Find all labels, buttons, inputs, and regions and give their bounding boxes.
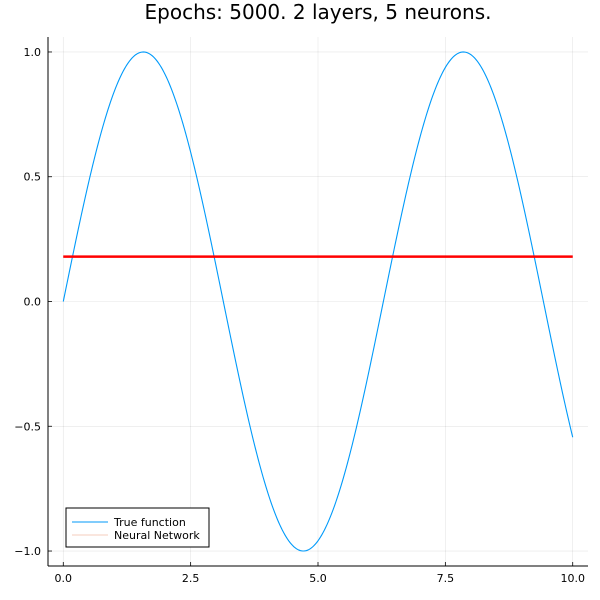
legend-box bbox=[65, 507, 210, 548]
x-axis-ticks: 0.0 2.5 5.0 7.5 10.0 bbox=[55, 562, 585, 585]
y-tick-label: −0.5 bbox=[14, 420, 41, 433]
y-tick-label: 0.0 bbox=[24, 296, 42, 309]
x-tick-label: 5.0 bbox=[309, 572, 327, 585]
y-tick-label: 0.5 bbox=[24, 171, 42, 184]
series-layer bbox=[62, 51, 574, 552]
grid-vertical bbox=[62, 37, 574, 566]
x-tick-label: 0.0 bbox=[55, 572, 73, 585]
grid-horizontal bbox=[48, 51, 588, 552]
y-axis-ticks: −1.0 −0.5 0.0 0.5 1.0 bbox=[14, 46, 52, 558]
x-tick-label: 10.0 bbox=[560, 572, 585, 585]
y-tick-label: 1.0 bbox=[24, 46, 42, 59]
x-tick-label: 2.5 bbox=[182, 572, 200, 585]
series-line-true-function bbox=[62, 51, 574, 552]
legend-label-true-function: True function bbox=[113, 516, 186, 529]
x-tick-label: 7.5 bbox=[437, 572, 455, 585]
legend: True function Neural Network bbox=[65, 507, 210, 548]
y-tick-label: −1.0 bbox=[14, 545, 41, 558]
chart-title: Epochs: 5000. 2 layers, 5 neurons. bbox=[145, 0, 492, 24]
legend-label-neural-network: Neural Network bbox=[114, 529, 200, 542]
